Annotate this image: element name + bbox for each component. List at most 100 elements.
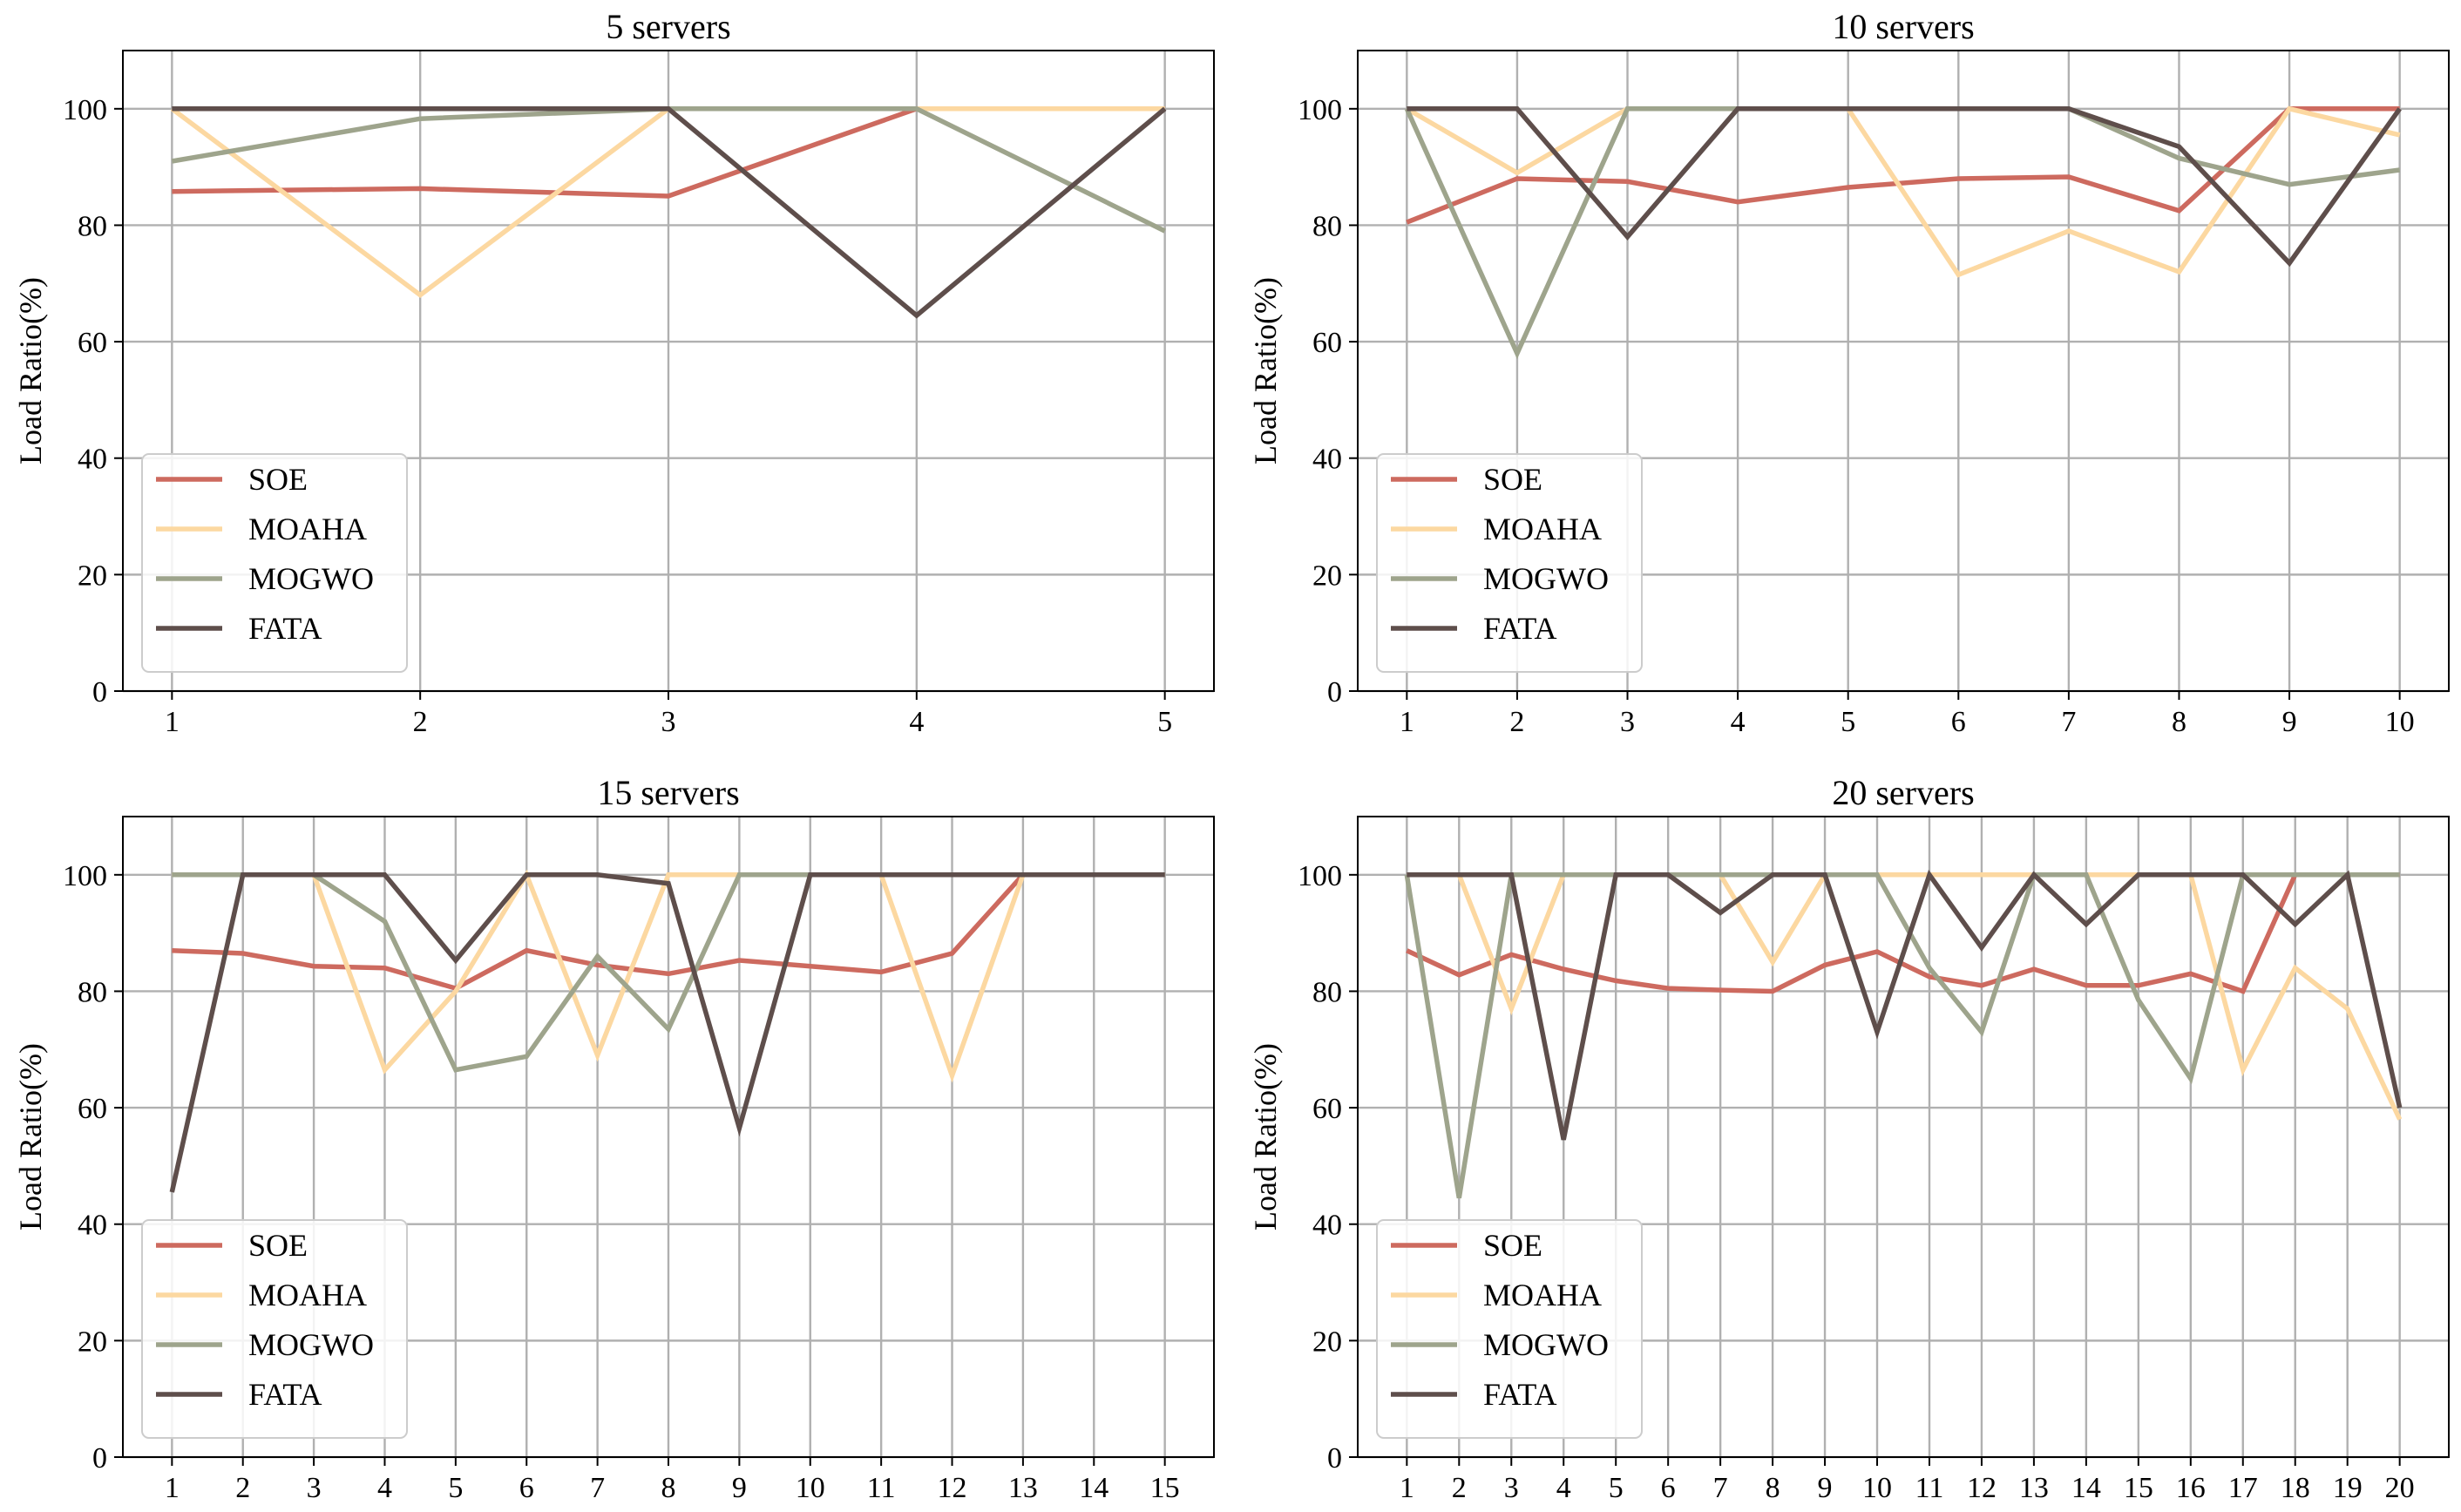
x-tick-label: 11: [867, 1472, 896, 1504]
y-tick-label: 40: [78, 444, 107, 476]
legend-label: FATA: [248, 611, 322, 646]
x-tick-label: 12: [938, 1472, 967, 1504]
series-line-mogwo: [1404, 872, 2400, 1199]
x-tick-label: 18: [2281, 1472, 2310, 1504]
legend: SOE MOAHA MOGWO FATA: [1376, 1219, 1643, 1439]
y-tick-label: 80: [78, 976, 107, 1008]
y-tick-label: 0: [1327, 1442, 1342, 1475]
chart-title: 15 servers: [597, 773, 739, 812]
y-tick-label: 60: [1312, 327, 1342, 359]
x-tick-label: 15: [2124, 1472, 2153, 1504]
x-tick-label: 5: [448, 1472, 463, 1504]
y-tick-label: 40: [1312, 1210, 1342, 1242]
legend-label: MOAHA: [248, 512, 367, 546]
y-tick-label: 100: [1298, 860, 1342, 892]
y-tick-label: 20: [1312, 1326, 1342, 1358]
y-tick-label: 20: [1312, 559, 1342, 592]
x-tick-label: 2: [1452, 1472, 1467, 1504]
x-tick-label: 8: [1766, 1472, 1780, 1504]
legend-box: [141, 453, 408, 673]
y-tick-label: 0: [92, 1442, 107, 1475]
chart-title: 20 servers: [1832, 773, 1974, 812]
legend-label: MOGWO: [248, 1327, 374, 1362]
x-tick-label: 17: [2228, 1472, 2258, 1504]
x-tick-label: 8: [2172, 706, 2186, 738]
chart-title: 10 servers: [1832, 7, 1974, 46]
legend-label: MOGWO: [1483, 561, 1609, 596]
x-tick-label: 3: [1504, 1472, 1519, 1504]
y-axis-label: Load Ratio(%): [13, 277, 48, 464]
x-tick-label: 8: [661, 1472, 676, 1504]
y-tick-label: 80: [78, 210, 107, 242]
y-tick-label: 20: [78, 1326, 107, 1358]
x-tick-label: 3: [1620, 706, 1635, 738]
x-tick-label: 4: [1731, 706, 1746, 738]
y-tick-label: 0: [92, 676, 107, 709]
x-tick-label: 4: [377, 1472, 392, 1504]
chart-panel-2: 15 servers Load Ratio(%) 1 2 3 4 5 6 7 8 9 10 11 12…: [13, 773, 1215, 1504]
legend: SOE MOAHA MOGWO FATA: [1376, 453, 1643, 673]
y-tick-label: 80: [1312, 976, 1342, 1008]
x-tick-label: 7: [590, 1472, 605, 1504]
legend-label: MOGWO: [1483, 1327, 1609, 1362]
chart-panel-3: 20 servers Load Ratio(%) 1 2 3 4 5 6 7 8 9 10 11 12…: [1248, 773, 2450, 1504]
legend-label: MOAHA: [1483, 512, 1602, 546]
series-line-fata: [1407, 869, 2403, 1141]
y-tick-label: 100: [63, 860, 107, 892]
y-tick-label: 40: [78, 1210, 107, 1242]
legend-label: SOE: [1483, 1228, 1542, 1263]
x-tick-label: 10: [796, 1472, 825, 1504]
x-tick-label: 12: [1967, 1472, 1997, 1504]
x-tick-label: 2: [235, 1472, 250, 1504]
x-tick-label: 3: [661, 706, 676, 738]
x-tick-label: 15: [1150, 1472, 1180, 1504]
series-line-soe: [172, 872, 1165, 992]
legend-box: [141, 1219, 408, 1439]
y-tick-label: 100: [63, 94, 107, 126]
chart-panel-0: 5 servers Load Ratio(%) 1 2 3 4 5 0 20 40 60 80 10…: [13, 7, 1215, 738]
x-tick-label: 7: [2061, 706, 2076, 738]
y-tick-label: 60: [78, 1093, 107, 1125]
x-tick-label: 10: [2385, 706, 2415, 738]
x-tick-label: 9: [732, 1472, 747, 1504]
legend-box: [1376, 453, 1643, 673]
y-tick-label: 40: [1312, 444, 1342, 476]
legend: SOE MOAHA MOGWO FATA: [141, 1219, 408, 1439]
y-tick-label: 0: [1327, 676, 1342, 709]
x-tick-label: 14: [2071, 1472, 2101, 1504]
x-tick-label: 2: [413, 706, 428, 738]
x-tick-label: 13: [1008, 1472, 1038, 1504]
legend-label: FATA: [248, 1377, 322, 1412]
y-axis-label: Load Ratio(%): [1248, 277, 1283, 464]
series-line-fata: [172, 106, 1167, 319]
x-tick-label: 4: [1556, 1472, 1571, 1504]
legend-label: SOE: [248, 1228, 308, 1263]
x-tick-label: 3: [307, 1472, 322, 1504]
legend-label: SOE: [248, 462, 308, 497]
legend-box: [1376, 1219, 1643, 1439]
plot-frame: [122, 816, 1215, 1458]
y-tick-label: 60: [1312, 1093, 1342, 1125]
x-tick-label: 11: [1915, 1472, 1944, 1504]
series-line-soe: [1406, 872, 2400, 994]
legend: SOE MOAHA MOGWO FATA: [141, 453, 408, 673]
x-tick-label: 7: [1713, 1472, 1728, 1504]
x-tick-label: 5: [1157, 706, 1172, 738]
chart-title: 5 servers: [606, 7, 730, 46]
x-tick-label: 6: [1661, 1472, 1676, 1504]
x-tick-label: 1: [1400, 706, 1414, 738]
x-tick-label: 14: [1079, 1472, 1108, 1504]
x-tick-label: 5: [1609, 1472, 1624, 1504]
series-line-moaha: [1407, 872, 2403, 1121]
x-tick-label: 16: [2176, 1472, 2206, 1504]
legend-label: MOAHA: [248, 1278, 367, 1312]
series-line-fata: [1407, 106, 2402, 268]
plot-frame: [1357, 50, 2450, 692]
x-tick-label: 10: [1862, 1472, 1892, 1504]
plot-frame: [1357, 816, 2450, 1458]
x-tick-label: 6: [519, 1472, 534, 1504]
series-line-moaha: [1405, 105, 2401, 278]
x-tick-label: 2: [1509, 706, 1524, 738]
x-tick-label: 9: [1818, 1472, 1833, 1504]
